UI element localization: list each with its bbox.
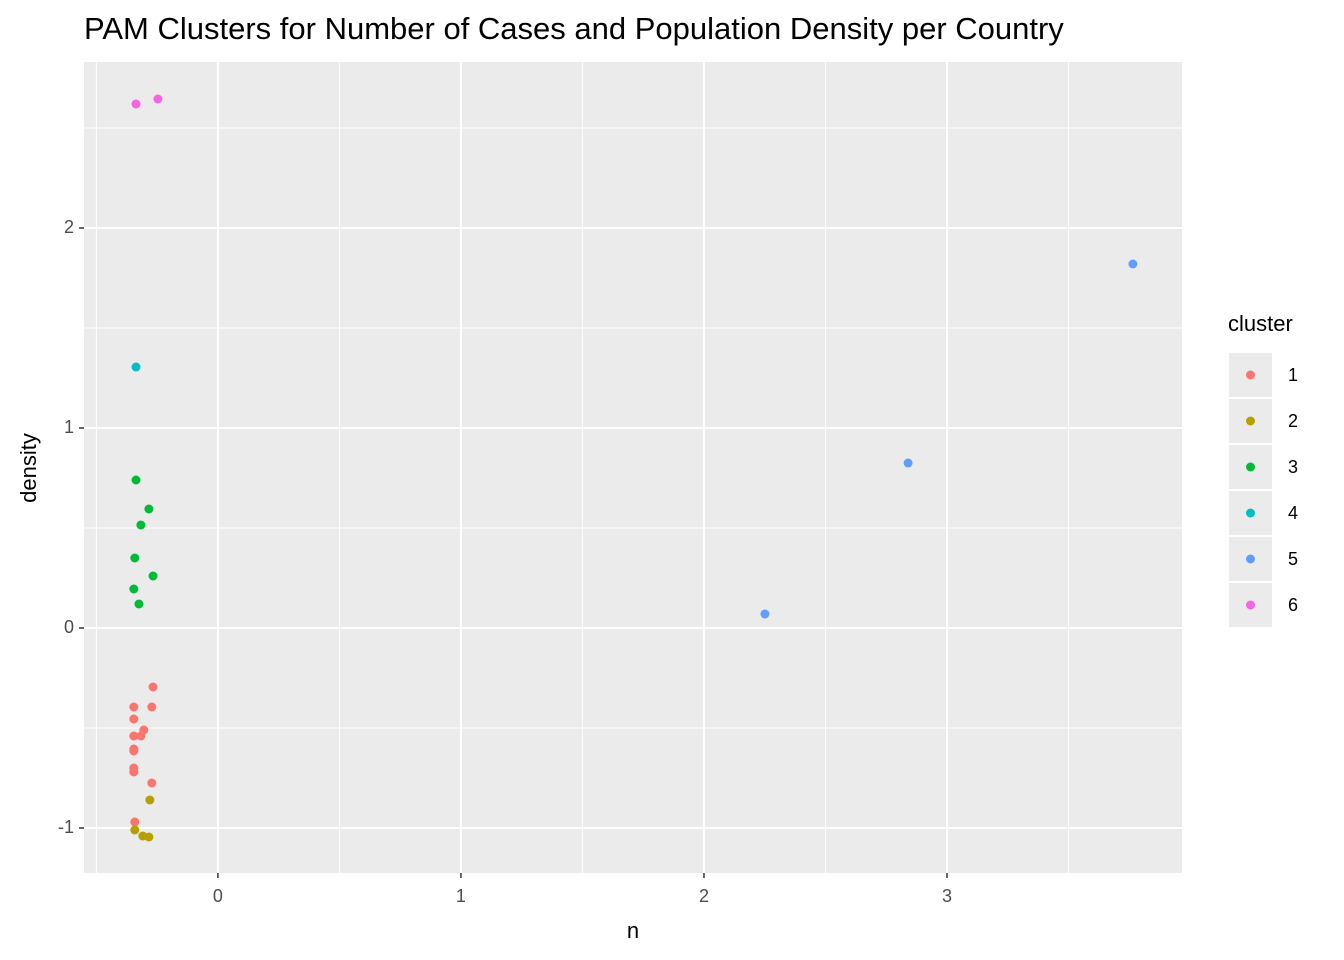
point: [129, 746, 139, 756]
legend-marker: [1246, 370, 1255, 380]
point: [129, 714, 139, 724]
legend-marker: [1246, 462, 1255, 472]
point: [145, 795, 155, 805]
point: [153, 94, 163, 104]
point: [131, 475, 141, 485]
point: [130, 553, 140, 563]
x-tick-label: 3: [942, 886, 952, 906]
legend-marker: [1246, 416, 1255, 426]
point: [136, 520, 146, 530]
x-tick-label: 1: [456, 886, 466, 906]
legend-marker: [1246, 600, 1255, 610]
y-tick-label: 0: [64, 617, 74, 637]
point: [130, 825, 140, 835]
y-tick-label: 2: [64, 217, 74, 237]
legend-label: 3: [1288, 457, 1298, 477]
legend-title: cluster: [1228, 311, 1293, 336]
point: [147, 702, 157, 712]
y-tick-label: 1: [64, 417, 74, 437]
point: [136, 731, 146, 741]
x-axis-label: n: [627, 918, 639, 943]
x-tick-label: 2: [699, 886, 709, 906]
point: [131, 362, 141, 372]
point: [129, 767, 139, 777]
point: [147, 778, 157, 788]
y-axis-label: density: [16, 433, 41, 503]
point: [129, 731, 139, 741]
point: [129, 702, 139, 712]
y-tick-label: -1: [58, 817, 74, 837]
x-tick-label: 0: [213, 886, 223, 906]
point: [130, 817, 140, 827]
point: [144, 504, 154, 514]
legend-label: 2: [1288, 411, 1298, 431]
point: [148, 571, 158, 581]
point: [1128, 259, 1138, 269]
point: [148, 682, 158, 692]
legend-marker: [1246, 554, 1255, 564]
panel: [84, 62, 1182, 873]
legend-label: 6: [1288, 595, 1298, 615]
point: [131, 99, 141, 109]
point: [903, 458, 913, 468]
point: [129, 584, 139, 594]
legend-marker: [1246, 508, 1255, 518]
legend-label: 1: [1288, 365, 1298, 385]
legend-label: 4: [1288, 503, 1298, 523]
legend-label: 5: [1288, 549, 1298, 569]
point: [144, 832, 154, 842]
point: [760, 609, 770, 619]
chart-title: PAM Clusters for Number of Cases and Pop…: [84, 11, 1064, 46]
point: [134, 599, 144, 609]
